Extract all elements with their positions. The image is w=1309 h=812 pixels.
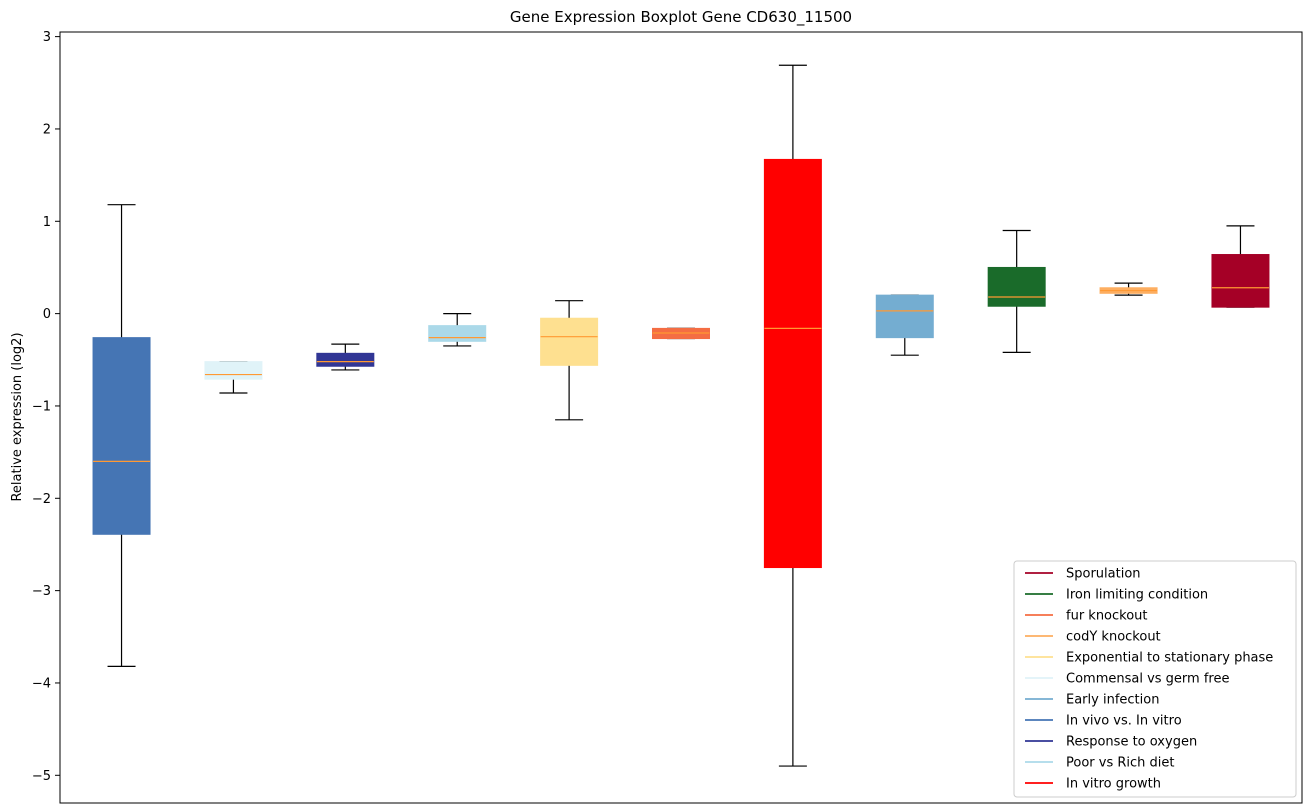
y-tick-label: −3 (32, 584, 51, 599)
legend-label: Early infection (1066, 693, 1159, 708)
legend-label: fur knockout (1066, 609, 1148, 624)
box (540, 317, 599, 366)
legend-label: In vitro growth (1066, 777, 1161, 792)
legend-entry: Exponential to stationary phase (1025, 651, 1273, 666)
box-group (316, 343, 375, 371)
legend-entry: Sporulation (1025, 567, 1141, 582)
chart-title: Gene Expression Boxplot Gene CD630_11500 (510, 8, 852, 27)
legend-entry: fur knockout (1025, 609, 1148, 624)
box (1211, 254, 1270, 308)
legend-entry: In vivo vs. In vitro (1025, 714, 1182, 729)
box-group (540, 300, 599, 421)
y-axis-label: Relative expression (log2) (10, 332, 25, 501)
legend: Sporulation Iron limiting condition fur kn… (1013, 560, 1297, 798)
y-tick-label: 3 (43, 30, 51, 45)
box-group (428, 313, 487, 347)
legend-label: Exponential to stationary phase (1066, 651, 1273, 666)
legend-entry: codY knockout (1025, 630, 1161, 645)
box (875, 294, 934, 339)
legend-label: In vivo vs. In vitro (1066, 714, 1182, 729)
legend-entry: Response to oxygen (1025, 735, 1197, 750)
legend-label: Poor vs Rich diet (1066, 756, 1174, 771)
legend-entry: Poor vs Rich diet (1025, 756, 1174, 771)
legend-entry: In vitro growth (1025, 777, 1161, 792)
plot-area (92, 64, 1270, 767)
box (428, 325, 487, 342)
y-tick-label: −4 (32, 676, 51, 691)
box-group (875, 294, 934, 356)
plot-frame (59, 31, 1303, 804)
y-tick-label: 2 (43, 122, 51, 137)
legend-entry: Early infection (1025, 693, 1159, 708)
y-tick-label: 0 (43, 307, 51, 322)
box-group (1211, 225, 1270, 308)
box (92, 337, 151, 535)
box (316, 352, 375, 367)
y-tick-label: −5 (32, 769, 51, 784)
box-group (204, 361, 263, 394)
legend-entry: Iron limiting condition (1025, 588, 1208, 603)
box (763, 158, 822, 569)
box-group (92, 204, 151, 667)
legend-label: Iron limiting condition (1066, 588, 1208, 603)
box-group (763, 64, 822, 767)
y-axis: 3 2 1 0 −1 −2 −3 −4 −5 (32, 30, 1303, 804)
y-tick-label: −1 (32, 399, 51, 414)
legend-entry: Commensal vs germ free (1025, 672, 1229, 687)
legend-label: Response to oxygen (1066, 735, 1197, 750)
legend-label: codY knockout (1066, 630, 1161, 645)
box-group (652, 327, 710, 340)
y-tick-label: −2 (32, 492, 51, 507)
box-group (987, 229, 1046, 354)
box (987, 266, 1046, 307)
legend-label: Sporulation (1066, 567, 1141, 582)
y-tick-label: 1 (43, 215, 51, 230)
box (204, 361, 263, 380)
legend-box (1013, 560, 1297, 798)
box-group (1099, 282, 1158, 296)
legend-label: Commensal vs germ free (1066, 672, 1229, 687)
